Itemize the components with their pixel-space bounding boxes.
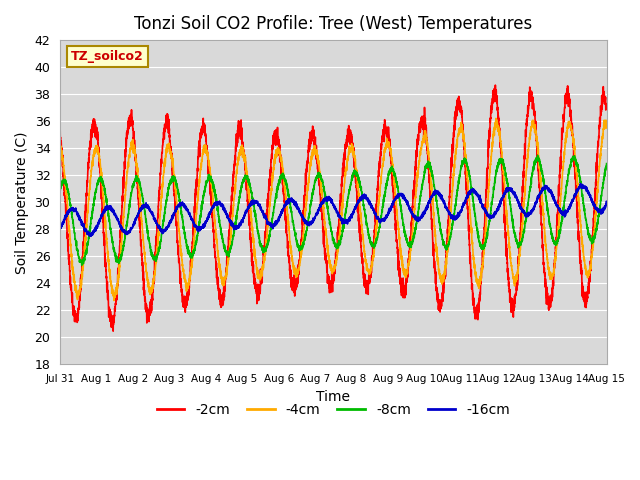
Legend: -2cm, -4cm, -8cm, -16cm: -2cm, -4cm, -8cm, -16cm bbox=[151, 397, 516, 422]
-16cm bbox=[426, 199, 433, 205]
-2cm bbox=[602, 101, 610, 107]
-16cm bbox=[487, 214, 495, 219]
-16cm bbox=[456, 209, 463, 215]
-2cm bbox=[56, 126, 64, 132]
-2cm bbox=[313, 153, 321, 159]
-4cm bbox=[492, 116, 500, 121]
-2cm bbox=[155, 203, 163, 208]
-2cm bbox=[487, 107, 495, 112]
-16cm bbox=[155, 225, 163, 231]
-4cm bbox=[603, 125, 611, 131]
-4cm bbox=[426, 159, 433, 165]
Text: TZ_soilco2: TZ_soilco2 bbox=[71, 50, 144, 63]
-8cm bbox=[602, 165, 610, 170]
-16cm bbox=[86, 233, 94, 239]
-2cm bbox=[603, 105, 611, 110]
-16cm bbox=[603, 200, 611, 206]
-4cm bbox=[313, 152, 321, 158]
-4cm bbox=[155, 230, 163, 236]
-8cm bbox=[603, 161, 611, 167]
-8cm bbox=[534, 153, 541, 158]
-8cm bbox=[78, 262, 86, 268]
-8cm bbox=[155, 249, 163, 255]
Line: -2cm: -2cm bbox=[60, 85, 607, 331]
-4cm bbox=[56, 148, 64, 154]
-4cm bbox=[602, 120, 610, 126]
-4cm bbox=[110, 298, 118, 303]
-16cm bbox=[602, 202, 610, 207]
-8cm bbox=[313, 173, 321, 179]
-2cm bbox=[492, 82, 499, 88]
-8cm bbox=[56, 187, 64, 193]
Y-axis label: Soil Temperature (C): Soil Temperature (C) bbox=[15, 131, 29, 274]
-4cm bbox=[487, 156, 495, 161]
-8cm bbox=[456, 172, 463, 178]
Line: -4cm: -4cm bbox=[60, 119, 607, 300]
-16cm bbox=[56, 227, 64, 232]
-2cm bbox=[109, 328, 117, 334]
Line: -16cm: -16cm bbox=[60, 183, 607, 236]
-8cm bbox=[426, 164, 433, 170]
-4cm bbox=[456, 127, 463, 133]
X-axis label: Time: Time bbox=[316, 390, 350, 404]
-2cm bbox=[426, 177, 433, 182]
Title: Tonzi Soil CO2 Profile: Tree (West) Temperatures: Tonzi Soil CO2 Profile: Tree (West) Temp… bbox=[134, 15, 532, 33]
-16cm bbox=[577, 180, 584, 186]
-16cm bbox=[313, 211, 321, 217]
-2cm bbox=[456, 98, 463, 104]
Line: -8cm: -8cm bbox=[60, 156, 607, 265]
-8cm bbox=[487, 208, 495, 214]
